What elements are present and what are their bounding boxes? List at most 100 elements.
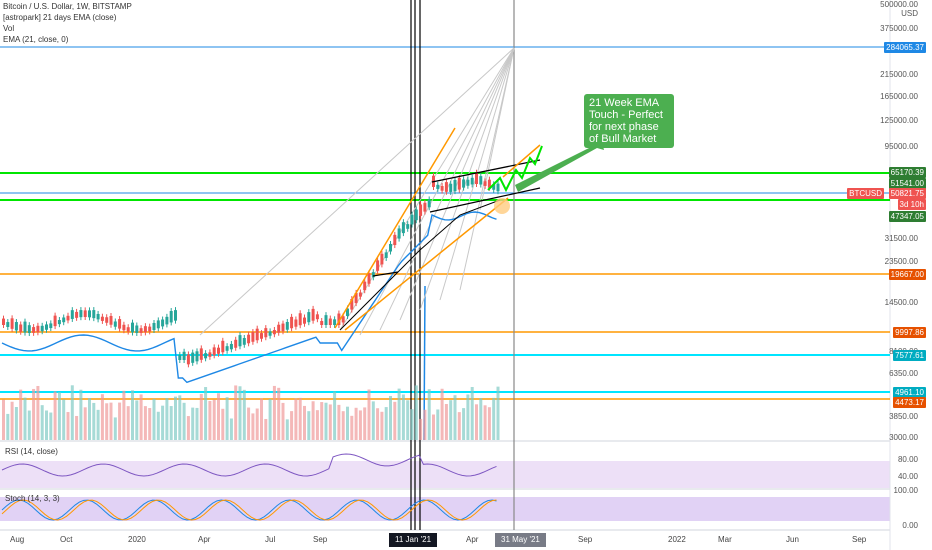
fan-line <box>459 47 515 291</box>
fan-line <box>399 47 515 321</box>
price-label: 3d 10h <box>897 199 926 210</box>
candle <box>139 328 143 333</box>
rsi-line <box>1 453 497 477</box>
volume-bar <box>234 385 238 440</box>
volume-bar <box>161 405 165 440</box>
volume-bar <box>191 407 195 440</box>
candle <box>337 313 341 325</box>
volume-bar <box>376 408 380 440</box>
candle <box>225 346 229 351</box>
astropark-ema <box>339 199 501 331</box>
volume-bar <box>449 400 453 440</box>
candle <box>70 310 74 319</box>
candle <box>49 323 53 329</box>
volume-bar <box>328 404 332 440</box>
candle <box>294 319 298 327</box>
candle <box>45 324 48 330</box>
stoch-label[interactable]: Stoch (14, 3, 3) <box>5 494 60 503</box>
time-tick: Jul <box>265 535 276 544</box>
candle <box>268 331 272 336</box>
volume-bar <box>380 411 384 440</box>
candle <box>165 316 169 325</box>
candle <box>466 179 470 186</box>
candle <box>19 324 23 332</box>
candle <box>36 325 40 333</box>
volume-bar <box>346 406 349 440</box>
volume-bar <box>178 395 182 440</box>
volume-bar <box>32 388 36 440</box>
volume-bar <box>10 401 14 440</box>
candle <box>487 179 491 188</box>
candle <box>492 184 496 190</box>
volume-bar <box>88 398 91 440</box>
volume-bar <box>135 400 139 440</box>
projection-path <box>487 145 543 193</box>
volume-bar <box>281 402 285 440</box>
candle <box>410 214 414 225</box>
stoch-tick-0: 0.00 <box>902 521 918 530</box>
candle <box>479 176 483 185</box>
candle <box>333 319 337 325</box>
indicator-ema-astropark[interactable]: [astropark] 21 days EMA (close) <box>3 13 117 22</box>
fan-line <box>199 47 515 336</box>
indicator-ema[interactable]: EMA (21, close, 0) <box>3 35 69 44</box>
candle <box>281 323 285 332</box>
volume-bar <box>221 408 225 440</box>
candle <box>371 272 375 278</box>
annotation-callout[interactable]: 21 Week EMA Touch - Perfect for next pha… <box>584 94 674 148</box>
candle <box>100 316 104 321</box>
candle <box>79 310 83 318</box>
candle <box>83 310 87 318</box>
candle <box>315 314 319 320</box>
candle <box>126 327 130 332</box>
indicator-volume[interactable]: Vol <box>3 24 15 33</box>
volume-bar <box>367 389 371 440</box>
volume-bar <box>303 405 306 440</box>
price-label: 19667.00 <box>888 269 926 280</box>
volume-bar <box>466 394 470 440</box>
volume-bar <box>2 399 5 440</box>
volume-bar <box>440 388 444 440</box>
candle <box>14 322 18 331</box>
volume-bar <box>487 407 491 440</box>
volume-bar <box>113 417 117 440</box>
candle <box>272 329 276 335</box>
touch-marker <box>494 198 510 214</box>
volume-bar <box>406 400 410 440</box>
candle <box>221 340 225 353</box>
candle <box>277 324 281 333</box>
price-label: 65170.39 <box>888 167 926 178</box>
volume-bar <box>92 402 96 440</box>
candle <box>217 347 220 354</box>
candle <box>212 347 216 356</box>
volume-bar <box>483 405 487 440</box>
volume-bar <box>363 407 367 440</box>
price-tick: 125000.00 <box>880 116 918 125</box>
rsi-label[interactable]: RSI (14, close) <box>5 447 58 456</box>
candle <box>191 352 195 363</box>
time-tick: Aug <box>10 535 25 544</box>
volume-bar <box>126 406 130 440</box>
volume-bar <box>423 409 427 440</box>
price-label: BTCUSD <box>847 188 884 199</box>
volume-bar <box>212 399 216 440</box>
candle <box>363 281 367 291</box>
candle <box>440 186 444 191</box>
price-axis-currency: USD <box>901 9 918 18</box>
projection-line <box>502 144 541 178</box>
price-tick: 31500.00 <box>884 234 918 243</box>
volume-bar <box>354 407 358 440</box>
price-tick: 375000.00 <box>880 24 918 33</box>
callout-arrow <box>515 133 604 192</box>
candle <box>161 319 165 327</box>
volume-bar <box>444 404 448 440</box>
price-label: 50821.75 <box>888 188 926 199</box>
candle <box>23 321 27 333</box>
candle <box>32 327 36 333</box>
candle <box>380 253 384 265</box>
volume-bar <box>186 416 190 440</box>
volume-bar <box>148 408 152 440</box>
price-tick: 95000.00 <box>884 142 918 151</box>
volume-bar <box>165 398 169 440</box>
